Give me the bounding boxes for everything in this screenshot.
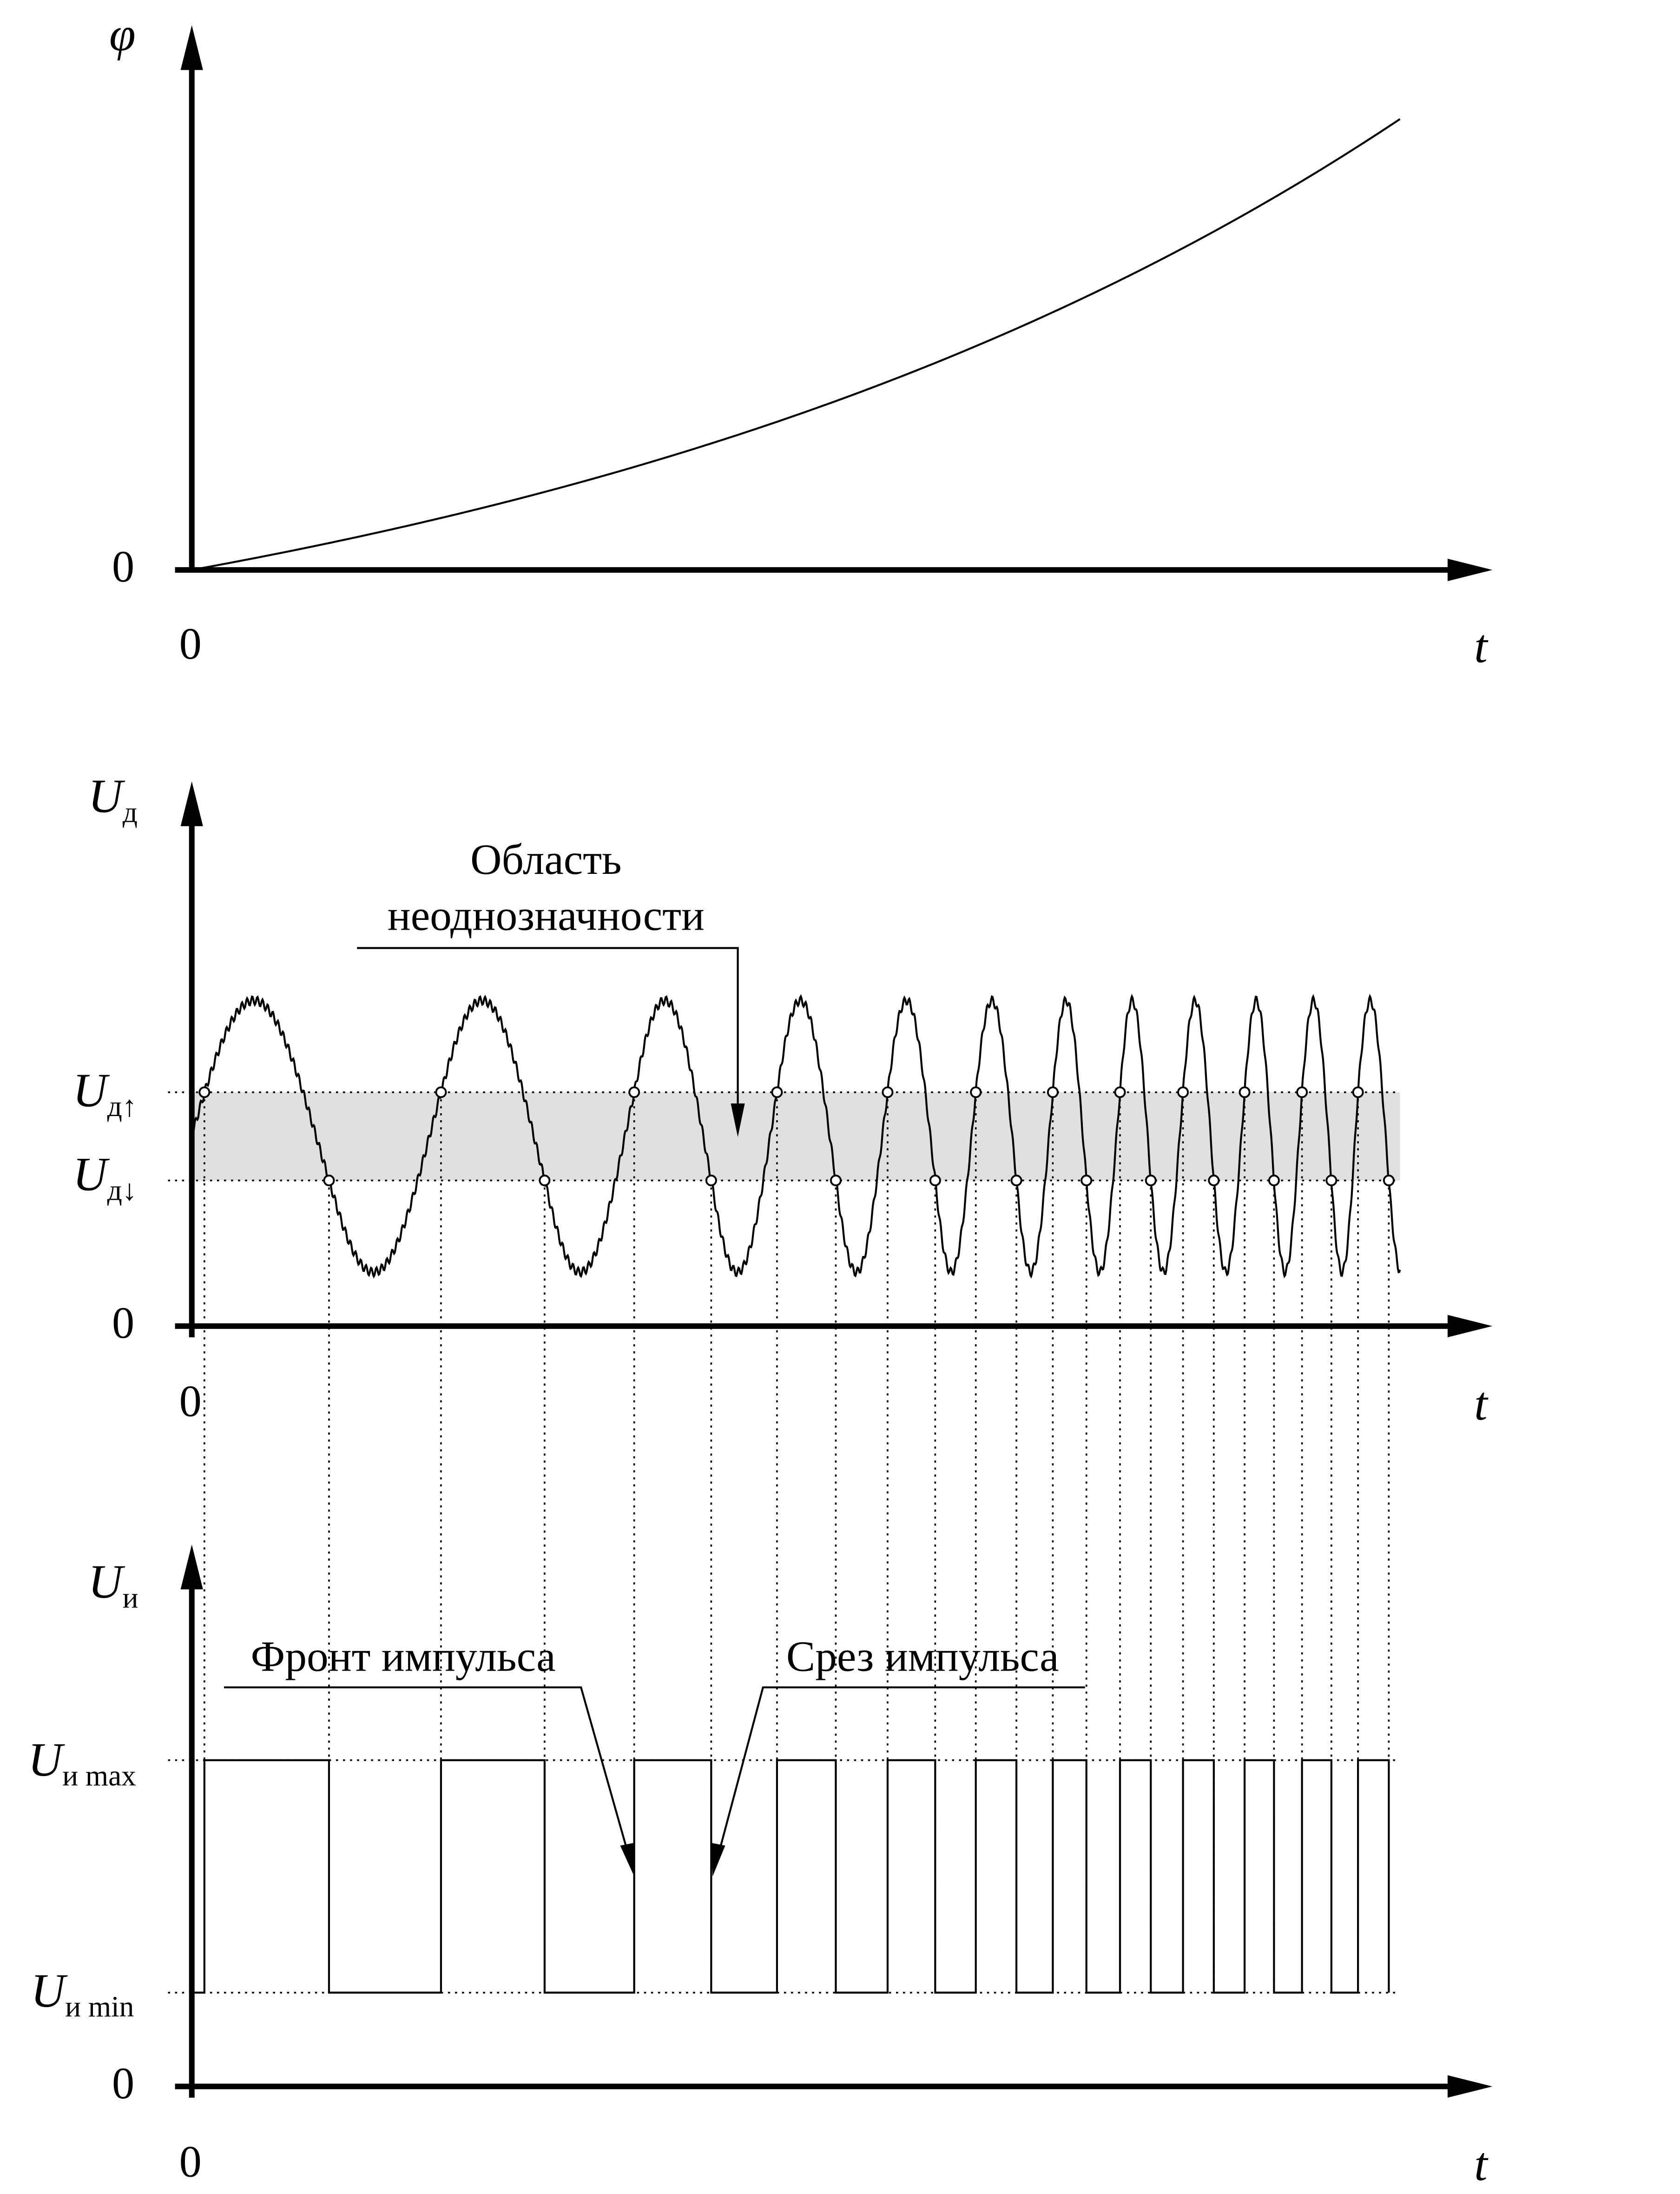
crossing — [1325, 1175, 1337, 1187]
y-label: Uд — [88, 770, 138, 828]
x-zero: 0 — [179, 1376, 202, 1426]
symbol: U — [73, 1148, 110, 1201]
panel-pulse: Uи Uи max Uи min 0 0 t Фронт импульса Ср… — [28, 1544, 1493, 2191]
symbol: U — [31, 1964, 68, 2017]
crossing — [1114, 1086, 1126, 1098]
crossing — [1296, 1086, 1308, 1098]
leader — [357, 947, 739, 1113]
panel-detector: Uд Uд↑ Uд↓ 0 0 t Область неоднозначности — [73, 770, 1493, 1430]
panel-phase: φ 0 0 t — [109, 8, 1493, 673]
annotation: Область — [470, 836, 622, 884]
x-zero: 0 — [179, 2136, 202, 2186]
leader — [224, 1686, 630, 1856]
crossing — [539, 1175, 551, 1187]
arrow — [731, 1103, 745, 1137]
crossing — [435, 1086, 447, 1098]
crossing — [882, 1086, 894, 1098]
arrow — [1447, 2075, 1493, 2098]
pulse-train — [191, 1759, 1390, 1994]
crossing — [771, 1086, 783, 1098]
crossing — [198, 1086, 211, 1098]
subscript: д↑ — [107, 1090, 137, 1122]
crossing — [705, 1175, 717, 1187]
subscript: д — [123, 796, 138, 828]
x-label: t — [1474, 2138, 1489, 2191]
arrow — [180, 1544, 203, 1590]
symbol: U — [28, 1733, 65, 1786]
crossing — [323, 1175, 335, 1187]
crossing — [1352, 1086, 1364, 1098]
crossing — [1208, 1175, 1220, 1187]
crossing — [929, 1175, 941, 1187]
arrow — [620, 1843, 634, 1877]
crossing — [1047, 1086, 1059, 1098]
symbol: U — [73, 1064, 110, 1117]
crossing — [1145, 1175, 1157, 1187]
crossing — [1080, 1175, 1093, 1187]
y-label: Uи — [88, 1556, 138, 1614]
x-label: t — [1474, 620, 1489, 673]
y-zero: 0 — [112, 2058, 134, 2108]
y-zero: 0 — [112, 1298, 134, 1348]
min-level-label: Uи min — [31, 1964, 134, 2022]
y-zero: 0 — [112, 542, 134, 591]
leader — [717, 1686, 1085, 1856]
arrow — [1447, 1315, 1493, 1337]
crossing — [1268, 1175, 1280, 1187]
crossing — [970, 1086, 982, 1098]
subscript: д↓ — [107, 1174, 137, 1206]
crossing — [628, 1086, 640, 1098]
arrow — [180, 781, 203, 826]
phase-curve — [191, 118, 1401, 571]
ambiguity-band — [191, 1092, 1400, 1181]
crossing — [1177, 1086, 1189, 1098]
arrow — [711, 1843, 725, 1877]
lower-level-label: Uд↓ — [73, 1148, 137, 1206]
crossing — [1010, 1175, 1022, 1187]
crossing — [1239, 1086, 1251, 1098]
arrow — [1447, 558, 1493, 582]
annotation: неоднозначности — [388, 892, 705, 940]
subscript: и — [123, 1581, 138, 1614]
crossing — [830, 1175, 842, 1187]
crossing — [1383, 1175, 1395, 1187]
front-label: Фронт импульса — [251, 1632, 556, 1680]
x-zero: 0 — [179, 619, 202, 668]
upper-level-label: Uд↑ — [73, 1064, 137, 1122]
y-label: φ — [109, 8, 136, 61]
max-level-label: Uи max — [28, 1733, 136, 1791]
symbol: U — [88, 770, 125, 823]
subscript: и max — [62, 1759, 136, 1791]
x-label: t — [1474, 1378, 1489, 1430]
detector-signal — [191, 993, 1401, 1279]
cut-label: Срез импульса — [786, 1632, 1059, 1680]
subscript: и min — [65, 1990, 134, 2022]
arrow — [180, 25, 203, 70]
symbol: U — [88, 1556, 125, 1608]
